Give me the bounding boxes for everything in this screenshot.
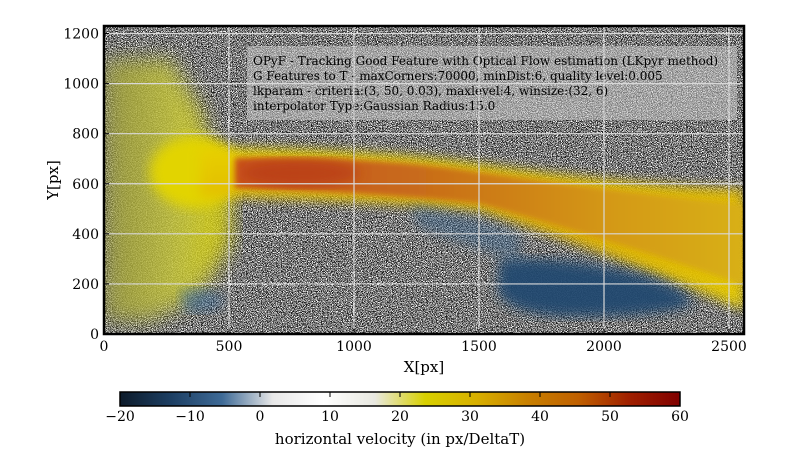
colorbar-tick-label: 20	[391, 409, 409, 425]
jet-core	[235, 157, 744, 285]
x-tick-label: 2000	[586, 339, 622, 355]
colorbar-tick-label: 0	[256, 409, 265, 425]
y-tick-label: 0	[90, 327, 99, 343]
x-axis-label: X[px]	[404, 358, 444, 376]
axes-frame	[102, 24, 746, 336]
backflow-region	[498, 259, 692, 317]
colorbar-tick-label: −20	[105, 409, 135, 425]
y-tick-label: 800	[72, 127, 99, 143]
annotation-line: lkparam - criteria:(3, 50, 0.03), maxlev…	[253, 84, 608, 98]
colorbar-tick-label: 50	[601, 409, 619, 425]
colorbar-tick-label: 10	[321, 409, 339, 425]
jet-peak	[240, 159, 360, 187]
left-blue-patch	[180, 288, 225, 313]
colorbar: −20 −10 0 10 20 30 40 50 60 horizontal velocity …	[105, 391, 689, 448]
colorbar-tick-label: 30	[461, 409, 479, 425]
x-axis: 0 500 1000 1500 2000 2500	[100, 329, 747, 355]
x-tick-label: 1500	[461, 339, 497, 355]
x-tick-label: 1000	[336, 339, 372, 355]
grid	[104, 26, 744, 334]
y-tick-label: 200	[72, 277, 99, 293]
annotation-line: G Features to T - maxCorners:70000, minD…	[253, 69, 663, 83]
x-tick-label: 500	[216, 339, 243, 355]
colorbar-tick-label: 60	[671, 409, 689, 425]
y-tick-label: 600	[72, 177, 99, 193]
annotation-line: OPyF - Tracking Good Feature with Optica…	[253, 54, 718, 68]
heatmap-area: OPyF - Tracking Good Feature with Optica…	[104, 26, 744, 334]
colorbar-tick-label: −10	[175, 409, 205, 425]
x-tick-label: 2500	[711, 339, 747, 355]
colorbar-label: horizontal velocity (in px/DeltaT)	[275, 430, 525, 448]
y-axis-label: Y[px]	[44, 160, 62, 201]
y-tick-label: 1200	[63, 27, 99, 43]
y-tick-label: 400	[72, 227, 99, 243]
colorbar-tick-label: 40	[531, 409, 549, 425]
colorbar-ticks: −20 −10 0 10 20 30 40 50 60	[105, 392, 689, 425]
annotation-text: OPyF - Tracking Good Feature with Optica…	[253, 54, 718, 113]
x-tick-label: 0	[100, 339, 109, 355]
y-axis: 0 200 400 600 800 1000 1200	[63, 27, 109, 343]
y-tick-label: 1000	[63, 77, 99, 93]
annotation-line: interpolator Type:Gaussian Radius:15.0	[253, 99, 495, 113]
